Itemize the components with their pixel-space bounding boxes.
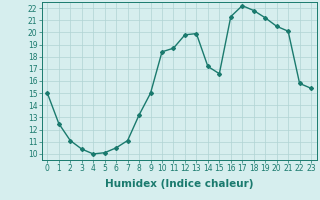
- X-axis label: Humidex (Indice chaleur): Humidex (Indice chaleur): [105, 179, 253, 189]
